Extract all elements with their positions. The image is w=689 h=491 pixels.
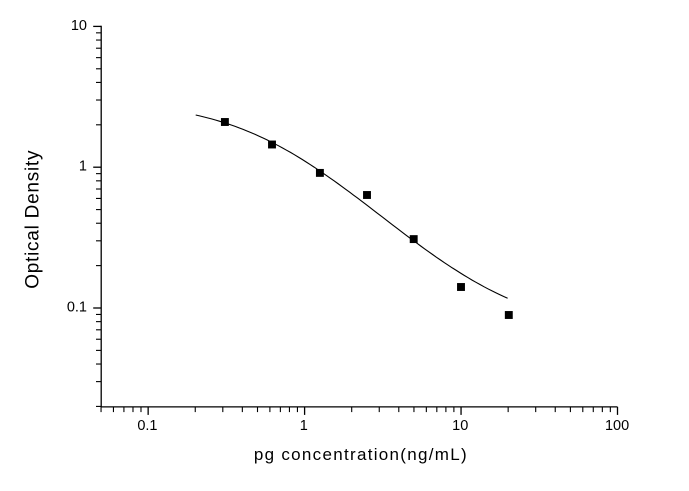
svg-text:Optical Density: Optical Density xyxy=(22,150,43,289)
svg-text:0.1: 0.1 xyxy=(67,300,87,316)
svg-text:pg concentration(ng/mL): pg concentration(ng/mL) xyxy=(254,445,468,464)
svg-text:0.1: 0.1 xyxy=(137,418,157,434)
svg-text:1: 1 xyxy=(300,418,308,434)
svg-text:100: 100 xyxy=(605,418,629,434)
svg-text:10: 10 xyxy=(71,18,87,34)
svg-text:1: 1 xyxy=(79,159,87,175)
svg-text:10: 10 xyxy=(452,418,468,434)
